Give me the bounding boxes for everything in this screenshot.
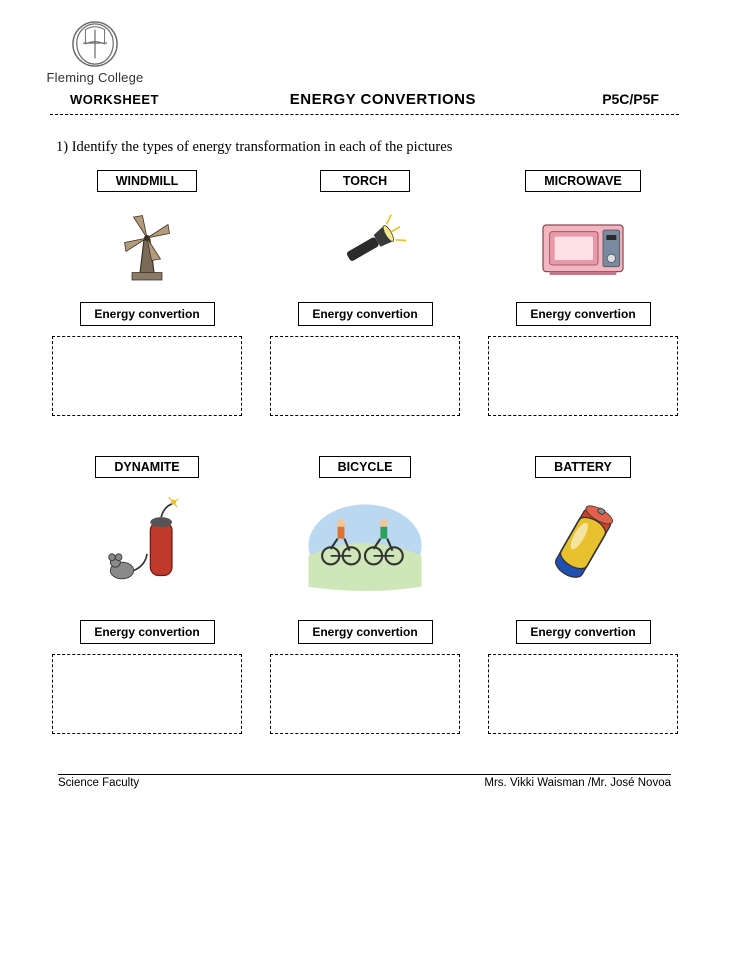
logo-block: Fleming College bbox=[40, 20, 150, 85]
footer-left: Science Faculty bbox=[58, 777, 139, 789]
dynamite-image bbox=[87, 488, 207, 598]
windmill-image bbox=[87, 202, 207, 292]
conversion-label-dynamite: Energy convertion bbox=[80, 620, 215, 644]
question-text: 1) Identify the types of energy transfor… bbox=[56, 139, 679, 156]
bicycle-image bbox=[305, 488, 425, 598]
footer: Science Faculty Mrs. Vikki Waisman /Mr. … bbox=[58, 774, 671, 789]
header-worksheet-label: WORKSHEET bbox=[70, 92, 254, 107]
battery-image bbox=[523, 488, 643, 598]
item-title-battery: BATTERY bbox=[535, 456, 631, 478]
conversion-label-torch: Energy convertion bbox=[298, 302, 433, 326]
worksheet-page: Fleming College WORKSHEET ENERGY CONVERT… bbox=[0, 0, 729, 799]
college-name: Fleming College bbox=[47, 70, 144, 85]
item-title-torch: TORCH bbox=[320, 170, 410, 192]
item-torch: TORCH Energy convertion bbox=[270, 170, 460, 416]
answer-box-microwave[interactable] bbox=[488, 336, 678, 416]
items-grid-row2: DYNAMITE Energy convertion bbox=[40, 456, 689, 734]
item-title-bicycle: BICYCLE bbox=[319, 456, 412, 478]
conversion-label-bicycle: Energy convertion bbox=[298, 620, 433, 644]
header-title: ENERGY CONVERTIONS bbox=[254, 91, 512, 108]
answer-box-windmill[interactable] bbox=[52, 336, 242, 416]
answer-box-battery[interactable] bbox=[488, 654, 678, 734]
header-row: WORKSHEET ENERGY CONVERTIONS P5C/P5F bbox=[40, 91, 689, 108]
footer-right: Mrs. Vikki Waisman /Mr. José Novoa bbox=[484, 777, 671, 789]
answer-box-torch[interactable] bbox=[270, 336, 460, 416]
item-bicycle: BICYCLE bbox=[270, 456, 460, 734]
torch-image bbox=[305, 202, 425, 292]
item-dynamite: DYNAMITE Energy convertion bbox=[52, 456, 242, 734]
item-title-windmill: WINDMILL bbox=[97, 170, 197, 192]
college-logo bbox=[71, 20, 119, 68]
answer-box-dynamite[interactable] bbox=[52, 654, 242, 734]
item-title-dynamite: DYNAMITE bbox=[95, 456, 198, 478]
conversion-label-windmill: Energy convertion bbox=[80, 302, 215, 326]
conversion-label-battery: Energy convertion bbox=[516, 620, 651, 644]
item-windmill: WINDMILL Energy convertion bbox=[52, 170, 242, 416]
item-title-microwave: MICROWAVE bbox=[525, 170, 641, 192]
header-class-code: P5C/P5F bbox=[512, 91, 659, 107]
items-grid-row1: WINDMILL Energy convertion bbox=[40, 170, 689, 416]
item-microwave: MICROWAVE Energy convertion bbox=[488, 170, 678, 416]
microwave-image bbox=[523, 202, 643, 292]
header-divider bbox=[50, 114, 679, 115]
answer-box-bicycle[interactable] bbox=[270, 654, 460, 734]
conversion-label-microwave: Energy convertion bbox=[516, 302, 651, 326]
item-battery: BATTERY Energy convertion bbox=[488, 456, 678, 734]
